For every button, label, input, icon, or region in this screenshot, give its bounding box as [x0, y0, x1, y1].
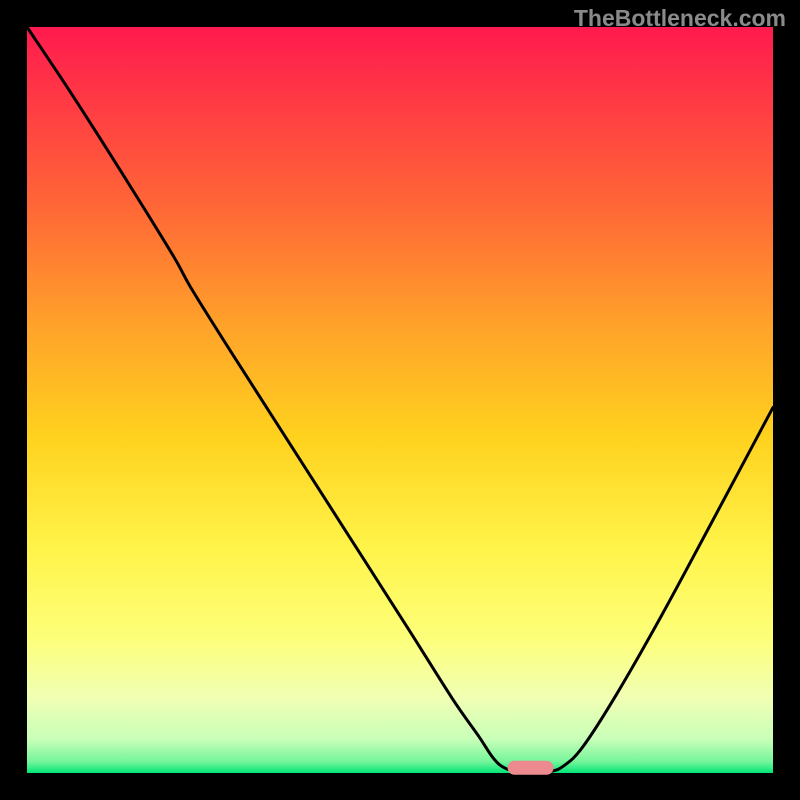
figure-root: TheBottleneck.com — [0, 0, 800, 800]
plot-area — [27, 27, 773, 773]
watermark-text: TheBottleneck.com — [574, 5, 786, 32]
